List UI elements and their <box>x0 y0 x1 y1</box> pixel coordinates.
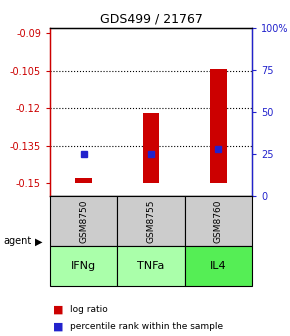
Text: log ratio: log ratio <box>70 305 108 314</box>
Text: GSM8750: GSM8750 <box>79 199 88 243</box>
Text: ■: ■ <box>53 304 64 314</box>
Bar <box>185 196 252 246</box>
Text: ▶: ▶ <box>35 237 42 247</box>
Bar <box>50 246 117 286</box>
Bar <box>117 196 185 246</box>
Text: TNFa: TNFa <box>137 261 165 271</box>
Text: ■: ■ <box>53 321 64 331</box>
Text: agent: agent <box>3 237 31 247</box>
Bar <box>210 69 227 183</box>
Bar <box>75 178 92 183</box>
Text: IL4: IL4 <box>210 261 227 271</box>
Title: GDS499 / 21767: GDS499 / 21767 <box>99 12 202 26</box>
Bar <box>185 246 252 286</box>
Text: percentile rank within the sample: percentile rank within the sample <box>70 322 223 331</box>
Bar <box>143 113 160 183</box>
Text: GSM8760: GSM8760 <box>214 199 223 243</box>
Bar <box>117 246 185 286</box>
Text: IFNg: IFNg <box>71 261 96 271</box>
Bar <box>50 196 117 246</box>
Text: GSM8755: GSM8755 <box>146 199 155 243</box>
